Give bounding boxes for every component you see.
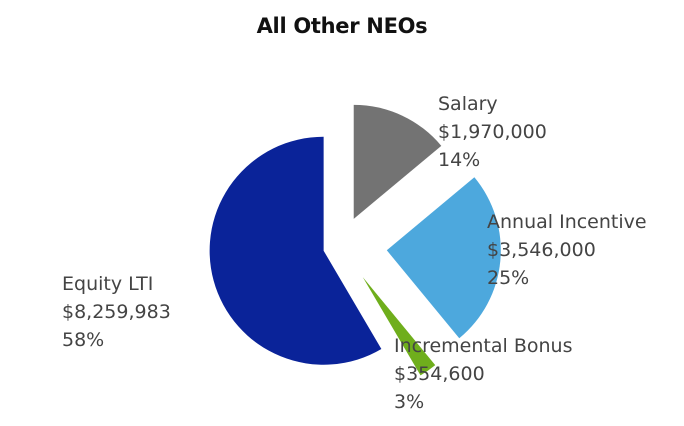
pie-slice-salary [353, 104, 442, 219]
label-incremental-bonus-percent: 3% [394, 391, 425, 413]
label-equity-lti-name: Equity LTI [62, 273, 154, 295]
label-salary-percent: 14% [438, 149, 481, 171]
label-annual-incentive-amount: $3,546,000 [487, 239, 596, 261]
label-equity-lti-percent: 58% [62, 329, 105, 351]
pie-slice-incremental-bonus [362, 277, 436, 376]
label-equity-lti-amount: $8,259,983 [62, 301, 171, 323]
label-salary: Salary $1,970,000 14% [438, 90, 547, 174]
pie-slice-equity-lti [209, 136, 382, 365]
pie-slice-annual-incentive [386, 177, 501, 339]
label-annual-incentive: Annual Incentive $3,546,000 25% [487, 208, 647, 292]
label-salary-amount: $1,970,000 [438, 121, 547, 143]
chart-title: All Other NEOs [256, 14, 428, 38]
label-equity-lti: Equity LTI $8,259,983 58% [62, 270, 171, 354]
label-salary-name: Salary [438, 93, 498, 115]
label-incremental-bonus-amount: $354,600 [394, 363, 485, 385]
label-incremental-bonus-name: Incremental Bonus [394, 335, 573, 357]
label-annual-incentive-percent: 25% [487, 267, 530, 289]
label-incremental-bonus: Incremental Bonus $354,600 3% [394, 332, 572, 416]
label-annual-incentive-name: Annual Incentive [487, 211, 647, 233]
